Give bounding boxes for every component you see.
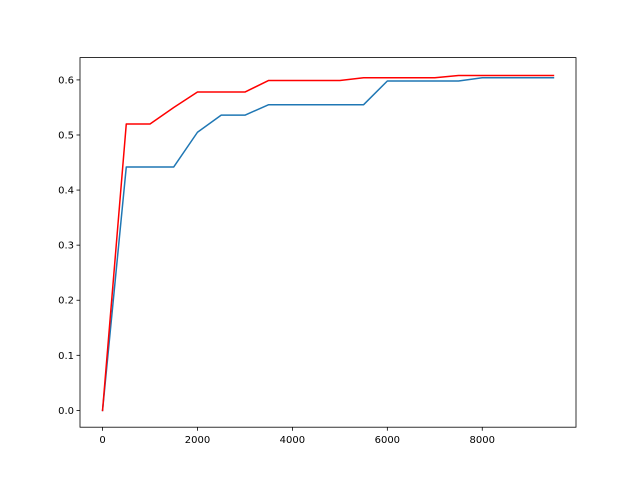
x-tick-label: 8000 (470, 435, 495, 446)
plot-frame (79, 57, 577, 428)
x-tick-label: 0 (99, 435, 105, 446)
y-tick-label: 0.4 (58, 186, 74, 197)
x-tick-label: 4000 (280, 435, 305, 446)
series-layer (101, 74, 555, 412)
y-tick-label: 0.6 (58, 75, 74, 86)
x-tick-label: 2000 (185, 435, 210, 446)
y-tick-label: 0.3 (58, 241, 74, 252)
plot-background (80, 57, 576, 428)
y-axis: 0.0 0.1 0.2 0.3 0.4 0.5 0.6 (58, 75, 80, 417)
x-axis: 0 2000 4000 6000 8000 (99, 427, 495, 446)
y-tick-label: 0.1 (58, 351, 74, 362)
y-tick-label: 0.0 (58, 406, 74, 417)
y-tick-label: 0.2 (58, 296, 74, 307)
y-tick-label: 0.5 (58, 130, 74, 141)
x-tick-label: 6000 (375, 435, 400, 446)
series-line-2 (101, 74, 555, 412)
series-line-1 (101, 76, 555, 412)
